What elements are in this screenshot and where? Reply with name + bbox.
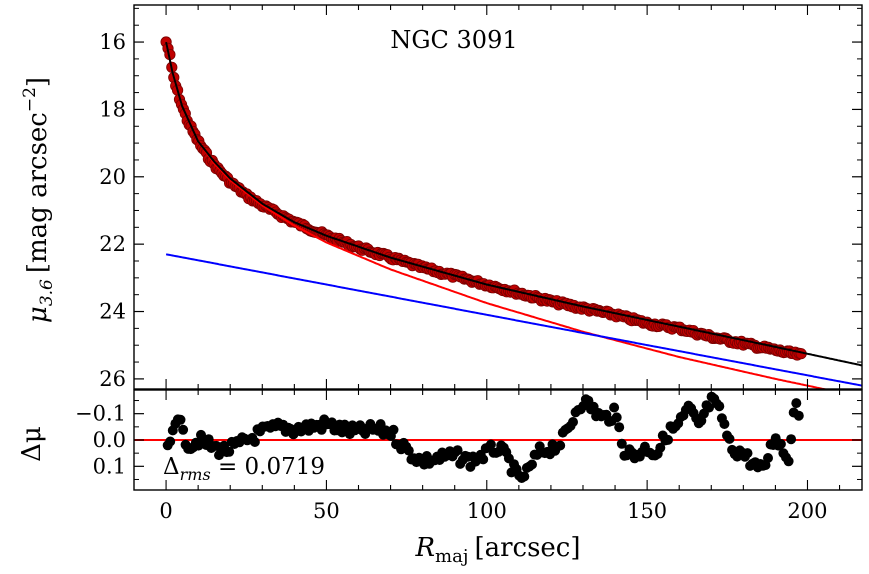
ylabel-sub: 3.6 xyxy=(37,279,57,306)
residual-point xyxy=(249,437,260,447)
residual-point xyxy=(742,448,753,459)
rms-value: = 0.0719 xyxy=(211,454,325,480)
profile-y-tick-label: 24 xyxy=(99,300,126,324)
x-tick-label: 200 xyxy=(787,499,827,523)
residual-y-tick-label: 0.1 xyxy=(93,454,126,478)
residual-point xyxy=(527,459,537,470)
residual-point xyxy=(452,445,463,456)
ylabel-mu: μ xyxy=(23,306,53,323)
residual-point xyxy=(724,433,735,444)
residual-point xyxy=(763,453,773,463)
residual-data-layer xyxy=(134,391,862,483)
residual-point xyxy=(609,402,620,413)
profile-y-tick-label: 26 xyxy=(99,367,126,391)
x-tick-label: 100 xyxy=(467,499,507,523)
residual-y-tick-label: 0.0 xyxy=(93,428,126,452)
xlabel-unit: [arcsec] xyxy=(474,533,580,563)
residual-point xyxy=(555,440,566,451)
profile-panel: 16 18 20 22 24 26 NGC 3091 μ3.6 [mag arcsec−2] xyxy=(20,4,863,391)
ylabel-close: ] xyxy=(23,77,53,87)
residual-point xyxy=(203,434,214,445)
residual-point xyxy=(403,445,414,456)
ylabel-unit: [mag arcsec xyxy=(23,112,53,273)
disc-model-line xyxy=(165,253,862,387)
residual-y-tick-label: −0.1 xyxy=(75,402,126,426)
residual-point xyxy=(611,412,622,423)
residual-point xyxy=(485,439,496,450)
x-tick-label: 150 xyxy=(627,499,667,523)
residual-point xyxy=(704,402,714,413)
residual-point xyxy=(655,442,666,453)
residual-point xyxy=(326,417,337,428)
residual-point xyxy=(663,434,673,445)
profile-y-tick-label: 18 xyxy=(99,97,126,121)
x-axis: 0 50 100 150 200 xyxy=(159,499,827,523)
xlabel-r: R xyxy=(414,533,435,563)
profile-frame xyxy=(133,4,863,390)
profile-data-layer xyxy=(160,36,862,389)
residual-point xyxy=(791,398,802,409)
ylabel-exp: −2 xyxy=(20,87,40,112)
residual-point xyxy=(568,417,578,427)
x-axis-label: Rmaj [arcsec] xyxy=(414,533,580,567)
profile-y-tick-label: 22 xyxy=(99,232,126,256)
residual-point xyxy=(616,438,627,449)
residual-point xyxy=(175,414,186,425)
x-tick-label: 50 xyxy=(313,499,340,523)
residual-ticks: −0.10.00.1 xyxy=(75,390,862,490)
residual-point xyxy=(783,456,794,467)
residual-point xyxy=(786,434,797,445)
residual-point xyxy=(614,422,625,433)
residual-point xyxy=(388,424,399,435)
residual-y-axis-label: Δμ xyxy=(17,426,47,462)
profile-y-tick-label: 16 xyxy=(99,30,126,54)
residual-point xyxy=(178,424,189,435)
bulge-model-line xyxy=(165,41,829,389)
residual-panel: −0.10.00.1 Δμ Δrms = 0.0719 xyxy=(17,389,863,491)
residual-point xyxy=(719,419,730,429)
residual-point xyxy=(714,401,725,412)
xlabel-sub: maj xyxy=(435,546,468,567)
residual-point xyxy=(775,439,786,449)
x-tick-label: 0 xyxy=(159,499,172,523)
residual-point xyxy=(478,454,489,465)
residual-point xyxy=(519,471,530,482)
rms-annotation: Δrms = 0.0719 xyxy=(163,454,325,484)
profile-ticks: 16 18 20 22 24 26 xyxy=(99,5,862,391)
total-model-line xyxy=(165,41,862,367)
profile-y-axis-label: μ3.6 [mag arcsec−2] xyxy=(20,77,57,323)
chart-title: NGC 3091 xyxy=(390,26,517,54)
residual-point xyxy=(224,446,235,457)
residual-point xyxy=(793,410,804,421)
residual-frame xyxy=(133,389,863,491)
rms-sub: rms xyxy=(180,465,211,484)
profile-y-tick-label: 20 xyxy=(99,165,126,189)
rms-delta: Δ xyxy=(163,454,180,480)
residual-point xyxy=(165,436,176,447)
